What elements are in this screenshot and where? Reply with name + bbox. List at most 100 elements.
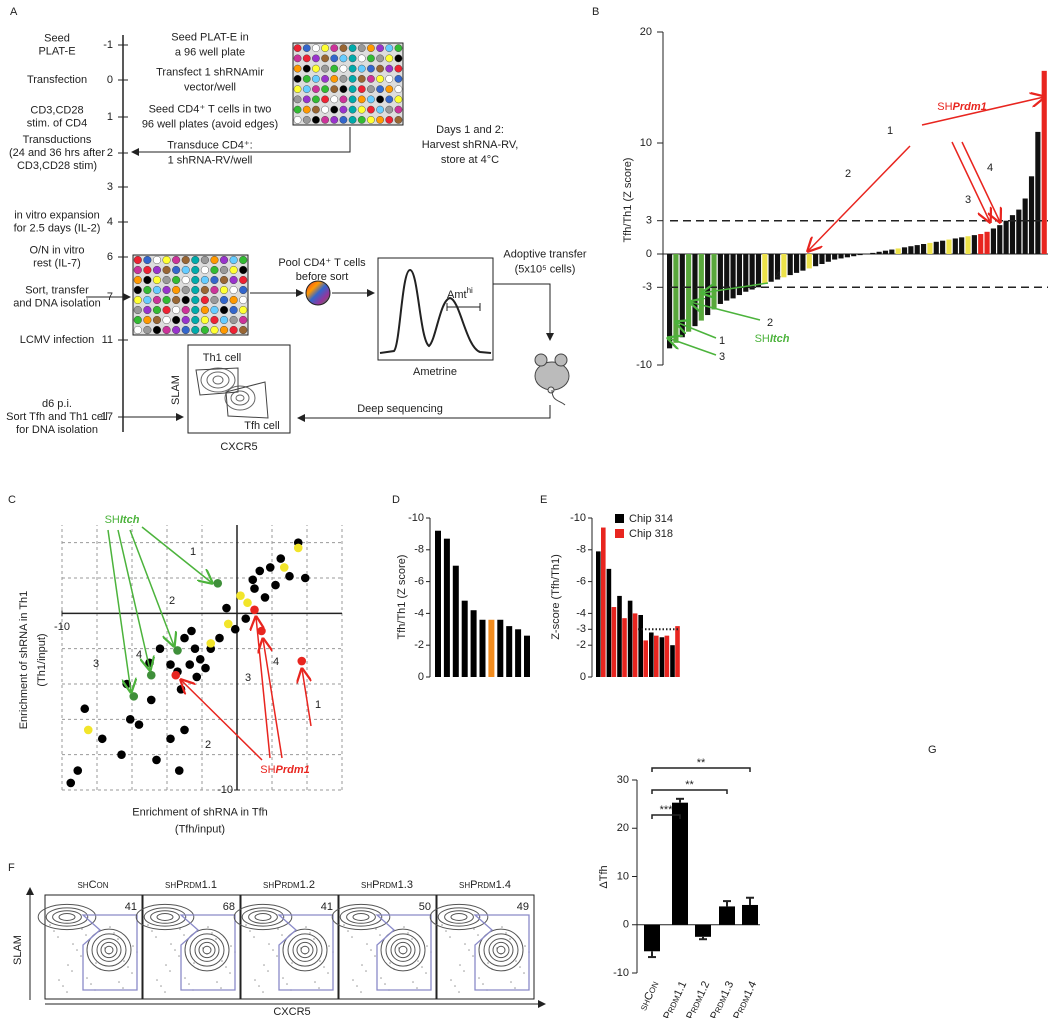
- detail-label: 96 well plates (avoid edges): [142, 118, 278, 130]
- point: [146, 670, 156, 680]
- arrow: [141, 526, 212, 583]
- bar: [838, 254, 844, 259]
- y-tick-label: -6: [576, 576, 586, 588]
- point: [166, 660, 175, 669]
- y-axis-label: Tfh/Th1 (Z score): [622, 158, 634, 243]
- well: [229, 305, 238, 315]
- dot: [366, 943, 368, 945]
- arrow: [181, 680, 263, 761]
- well: [239, 285, 248, 295]
- plot-title: shPrdm1.1: [165, 879, 217, 891]
- contour: [444, 910, 474, 924]
- well: [376, 116, 384, 124]
- well: [133, 315, 142, 325]
- well: [339, 75, 348, 83]
- arrow: [256, 617, 271, 759]
- well: [162, 325, 171, 335]
- dot: [361, 964, 363, 966]
- well: [210, 285, 219, 295]
- contour: [156, 913, 174, 921]
- well: [367, 44, 375, 52]
- detail-label: Transduce CD4⁺:: [167, 139, 253, 151]
- bar: [622, 618, 627, 677]
- well: [357, 85, 366, 93]
- contour: [241, 907, 285, 927]
- gate-text: Amt: [447, 289, 467, 301]
- bar: [781, 254, 787, 278]
- well: [321, 54, 329, 63]
- bar: [1041, 70, 1047, 254]
- well: [293, 95, 302, 104]
- well: [321, 95, 329, 104]
- point: [125, 715, 135, 724]
- dot: [268, 943, 270, 945]
- bar: [1003, 220, 1009, 254]
- step-label: rest (IL-7): [33, 257, 81, 269]
- arrow-number: 2: [205, 739, 211, 751]
- dot: [478, 977, 480, 979]
- well: [210, 325, 219, 335]
- dot: [347, 930, 349, 932]
- note: store at 4°C: [441, 154, 499, 166]
- dot: [318, 987, 320, 989]
- dot: [183, 934, 185, 936]
- y-tick-label: -6: [414, 576, 424, 588]
- bar: [627, 600, 633, 677]
- well: [367, 85, 375, 93]
- well: [239, 265, 248, 275]
- dot: [57, 936, 59, 938]
- point: [255, 566, 265, 576]
- bar: [800, 254, 806, 271]
- gene-name: Prdm1: [953, 101, 987, 113]
- well: [210, 315, 219, 325]
- dot: [267, 970, 269, 972]
- dot: [169, 970, 171, 972]
- dot: [230, 945, 232, 947]
- note: Deep sequencing: [357, 403, 443, 415]
- step-label: CD3,CD28: [30, 104, 83, 116]
- y-axis-label: ΔTfh: [598, 865, 610, 888]
- dot: [160, 985, 162, 987]
- well: [330, 64, 339, 73]
- well: [394, 116, 403, 124]
- flow-gates: [195, 367, 269, 419]
- dot: [179, 928, 181, 930]
- well: [210, 255, 219, 265]
- plate: [292, 42, 404, 126]
- bar: [675, 626, 680, 677]
- well: [220, 285, 229, 295]
- well: [357, 95, 366, 104]
- arrow-number: 3: [719, 351, 725, 363]
- dot: [379, 934, 381, 936]
- contour: [100, 941, 118, 959]
- detail-label: 1 shRNA-RV/well: [168, 154, 253, 166]
- well: [162, 315, 171, 325]
- dot: [501, 926, 503, 928]
- well: [143, 325, 152, 335]
- step-label: PLAT-E: [38, 45, 75, 57]
- well: [293, 44, 302, 52]
- contour: [189, 933, 225, 967]
- well: [172, 255, 181, 265]
- well: [152, 285, 161, 295]
- histogram: [379, 268, 492, 354]
- dot: [463, 970, 465, 972]
- well: [321, 64, 329, 73]
- well: [293, 116, 302, 124]
- well: [239, 325, 248, 335]
- contour: [86, 928, 132, 972]
- day-label: 7: [107, 291, 113, 303]
- well: [162, 255, 171, 265]
- bar: [794, 254, 800, 273]
- dot: [253, 936, 255, 938]
- bar: [755, 254, 762, 288]
- gate-label: Th1 cell: [203, 352, 242, 364]
- gate-value: 49: [517, 901, 529, 913]
- bar: [617, 595, 622, 677]
- bar: [940, 240, 946, 254]
- bar: [611, 607, 617, 677]
- y-tick-label: -8: [414, 544, 424, 556]
- bar: [470, 610, 477, 677]
- y-tick-label: 10: [640, 137, 652, 149]
- dot: [323, 966, 325, 968]
